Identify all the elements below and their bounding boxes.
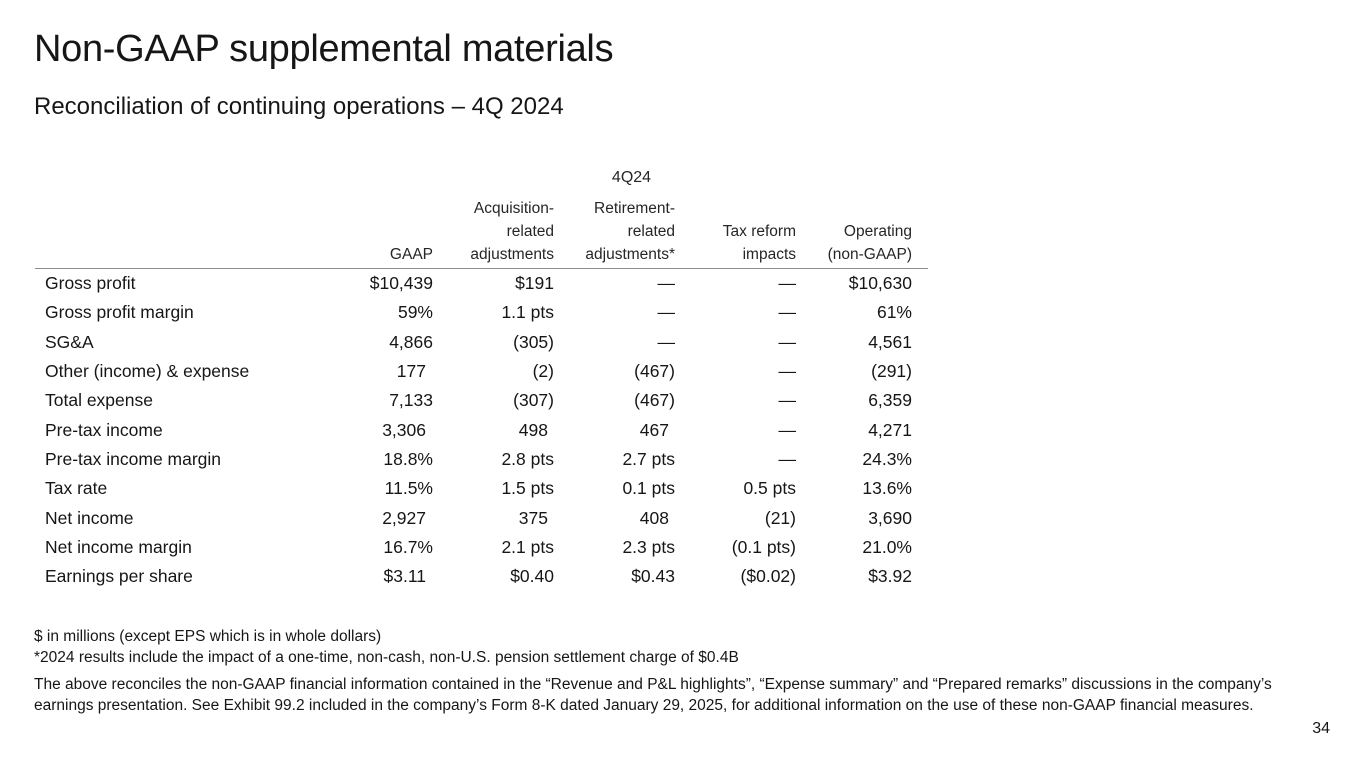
tax-reform-value: — xyxy=(778,419,797,440)
table-body: Gross profit $10,439 $191— — $10,630 Gross pr… xyxy=(35,269,928,592)
period-header: 4Q24 xyxy=(611,169,652,186)
table-row: Tax rate 11.5% 1.5 pts 0.1 pts 0.5 pts 13.6% xyxy=(35,474,928,503)
tax-reform-value: — xyxy=(778,302,797,323)
reconciliation-table: 4Q24 GAAP Acquisition-related adjustments… xyxy=(35,166,928,591)
table-row: Gross profit margin 59% 1.1 pts — — 61% xyxy=(35,298,928,327)
acquisition-value: 1.1 pts xyxy=(501,302,554,323)
table-row: Net income margin 16.7% 2.1 pts 2.3 pts (0.1… xyxy=(35,533,928,562)
operating-value: $3.92 xyxy=(868,566,912,587)
operating-value: 61% xyxy=(876,302,912,323)
operating-value: $10,630 xyxy=(848,273,912,294)
reconciliation-note: The above reconciles the non-GAAP financ… xyxy=(34,676,1272,714)
gaap-value: 11.5% xyxy=(384,478,433,499)
acquisition-value: 498 xyxy=(518,419,548,440)
tax-reform-value: — xyxy=(778,361,797,382)
retirement-value: 2.3 pts xyxy=(622,536,675,557)
reconciliation-table-container: 4Q24 GAAP Acquisition-related adjustments… xyxy=(35,166,928,591)
gaap-value: 3,306 xyxy=(382,419,426,440)
row-label: Earnings per share xyxy=(45,566,193,587)
tax-reform-value: ($0.02) xyxy=(740,566,796,587)
retirement-value: 2.7 pts xyxy=(622,448,675,469)
acquisition-value: $191 xyxy=(515,273,554,294)
retirement-value: (467) xyxy=(634,361,675,382)
retirement-value: — xyxy=(657,273,676,294)
tax-reform-value: — xyxy=(778,448,797,469)
gaap-value: 2,927 xyxy=(382,507,426,528)
row-label: Other (income) & expense xyxy=(45,361,250,382)
gaap-value: 177 xyxy=(396,361,426,382)
operating-value: 4,561 xyxy=(868,331,912,352)
acquisition-value: 375 xyxy=(518,507,548,528)
row-label: Net income margin xyxy=(45,536,192,557)
acquisition-value: 2.1 pts xyxy=(501,536,554,557)
gaap-value: 18.8% xyxy=(383,448,433,469)
row-label: Pre-tax income xyxy=(45,419,163,440)
row-label: Net income xyxy=(45,507,134,528)
operating-value: 4,271 xyxy=(868,419,912,440)
pension-note: *2024 results include the impact of a on… xyxy=(34,649,739,666)
tax-reform-value: (0.1 pts) xyxy=(731,536,796,557)
page-number: 34 xyxy=(1312,720,1330,737)
row-label: Total expense xyxy=(45,390,153,411)
retirement-value: $0.43 xyxy=(631,566,675,587)
gaap-value: 4,866 xyxy=(389,331,433,352)
tax-reform-value: 0.5 pts xyxy=(743,478,796,499)
row-label: Gross profit xyxy=(45,273,136,294)
operating-value: (291) xyxy=(871,361,912,382)
units-note: $ in millions (except EPS which is in wh… xyxy=(34,628,382,645)
acquisition-value: 1.5 pts xyxy=(501,478,554,499)
operating-value: 13.6% xyxy=(862,478,912,499)
table-row: Gross profit $10,439 $191 — — $10,630 xyxy=(35,269,928,299)
retirement-value: 467 xyxy=(639,419,669,440)
row-label: Gross profit margin xyxy=(45,302,194,323)
gaap-value: $10,439 xyxy=(369,273,433,294)
acquisition-value: (307) xyxy=(513,390,554,411)
table-row: Pre-tax income 3,306 498 467 — 4,271 xyxy=(35,415,928,444)
column-header-gaap: GAAP xyxy=(335,197,433,269)
retirement-value: (467) xyxy=(634,390,675,411)
retirement-value: — xyxy=(657,331,676,352)
page-title: Non-GAAP supplemental materials xyxy=(34,28,614,70)
operating-value: 6,359 xyxy=(868,390,912,411)
table-row: SG&A 4,866 (305) — — 4,561 xyxy=(35,328,928,357)
retirement-value: 408 xyxy=(639,507,669,528)
retirement-value: — xyxy=(657,302,676,323)
table-row: Earnings per share $3.11 $0.40 $0.43 ($0.02)… xyxy=(35,562,928,591)
footnotes: $ in millions (except EPS which is in wh… xyxy=(34,626,1294,716)
table-row: Total expense 7,133 (307) (467) — 6,359 xyxy=(35,386,928,415)
acquisition-value: (305) xyxy=(513,331,554,352)
gaap-value: 16.7% xyxy=(383,536,433,557)
table-row: Other (income) & expense 177 (2) (467) — (291… xyxy=(35,357,928,386)
acquisition-value: (2) xyxy=(532,361,554,382)
column-header-operating: Operating (non-GAAP) xyxy=(796,197,928,269)
row-label: Tax rate xyxy=(45,478,108,499)
acquisition-value: 2.8 pts xyxy=(501,448,554,469)
table-row: Pre-tax income margin 18.8% 2.8 pts 2.7 pts… xyxy=(35,445,928,474)
table-row: Net income 2,927 375 408 (21) 3,690 xyxy=(35,503,928,532)
row-label-header xyxy=(35,197,335,269)
tax-reform-value: (21) xyxy=(764,507,796,528)
row-label: SG&A xyxy=(45,331,94,352)
acquisition-value: $0.40 xyxy=(510,566,554,587)
operating-value: 3,690 xyxy=(868,507,912,528)
retirement-value: 0.1 pts xyxy=(622,478,675,499)
tax-reform-value: — xyxy=(778,331,797,352)
tax-reform-value: — xyxy=(778,273,797,294)
column-header-retirement: Retirement-related adjustments* xyxy=(554,197,675,269)
column-header-tax-reform: Tax reform impacts xyxy=(675,197,796,269)
operating-value: 24.3% xyxy=(862,448,912,469)
gaap-value: 7,133 xyxy=(389,390,433,411)
page-subtitle: Reconciliation of continuing operations … xyxy=(34,93,564,120)
gaap-value: $3.11 xyxy=(383,566,427,587)
column-header-acquisition: Acquisition-related adjustments xyxy=(433,197,554,269)
tax-reform-value: — xyxy=(778,390,797,411)
row-label: Pre-tax income margin xyxy=(45,448,222,469)
gaap-value: 59% xyxy=(397,302,433,323)
operating-value: 21.0% xyxy=(862,536,912,557)
